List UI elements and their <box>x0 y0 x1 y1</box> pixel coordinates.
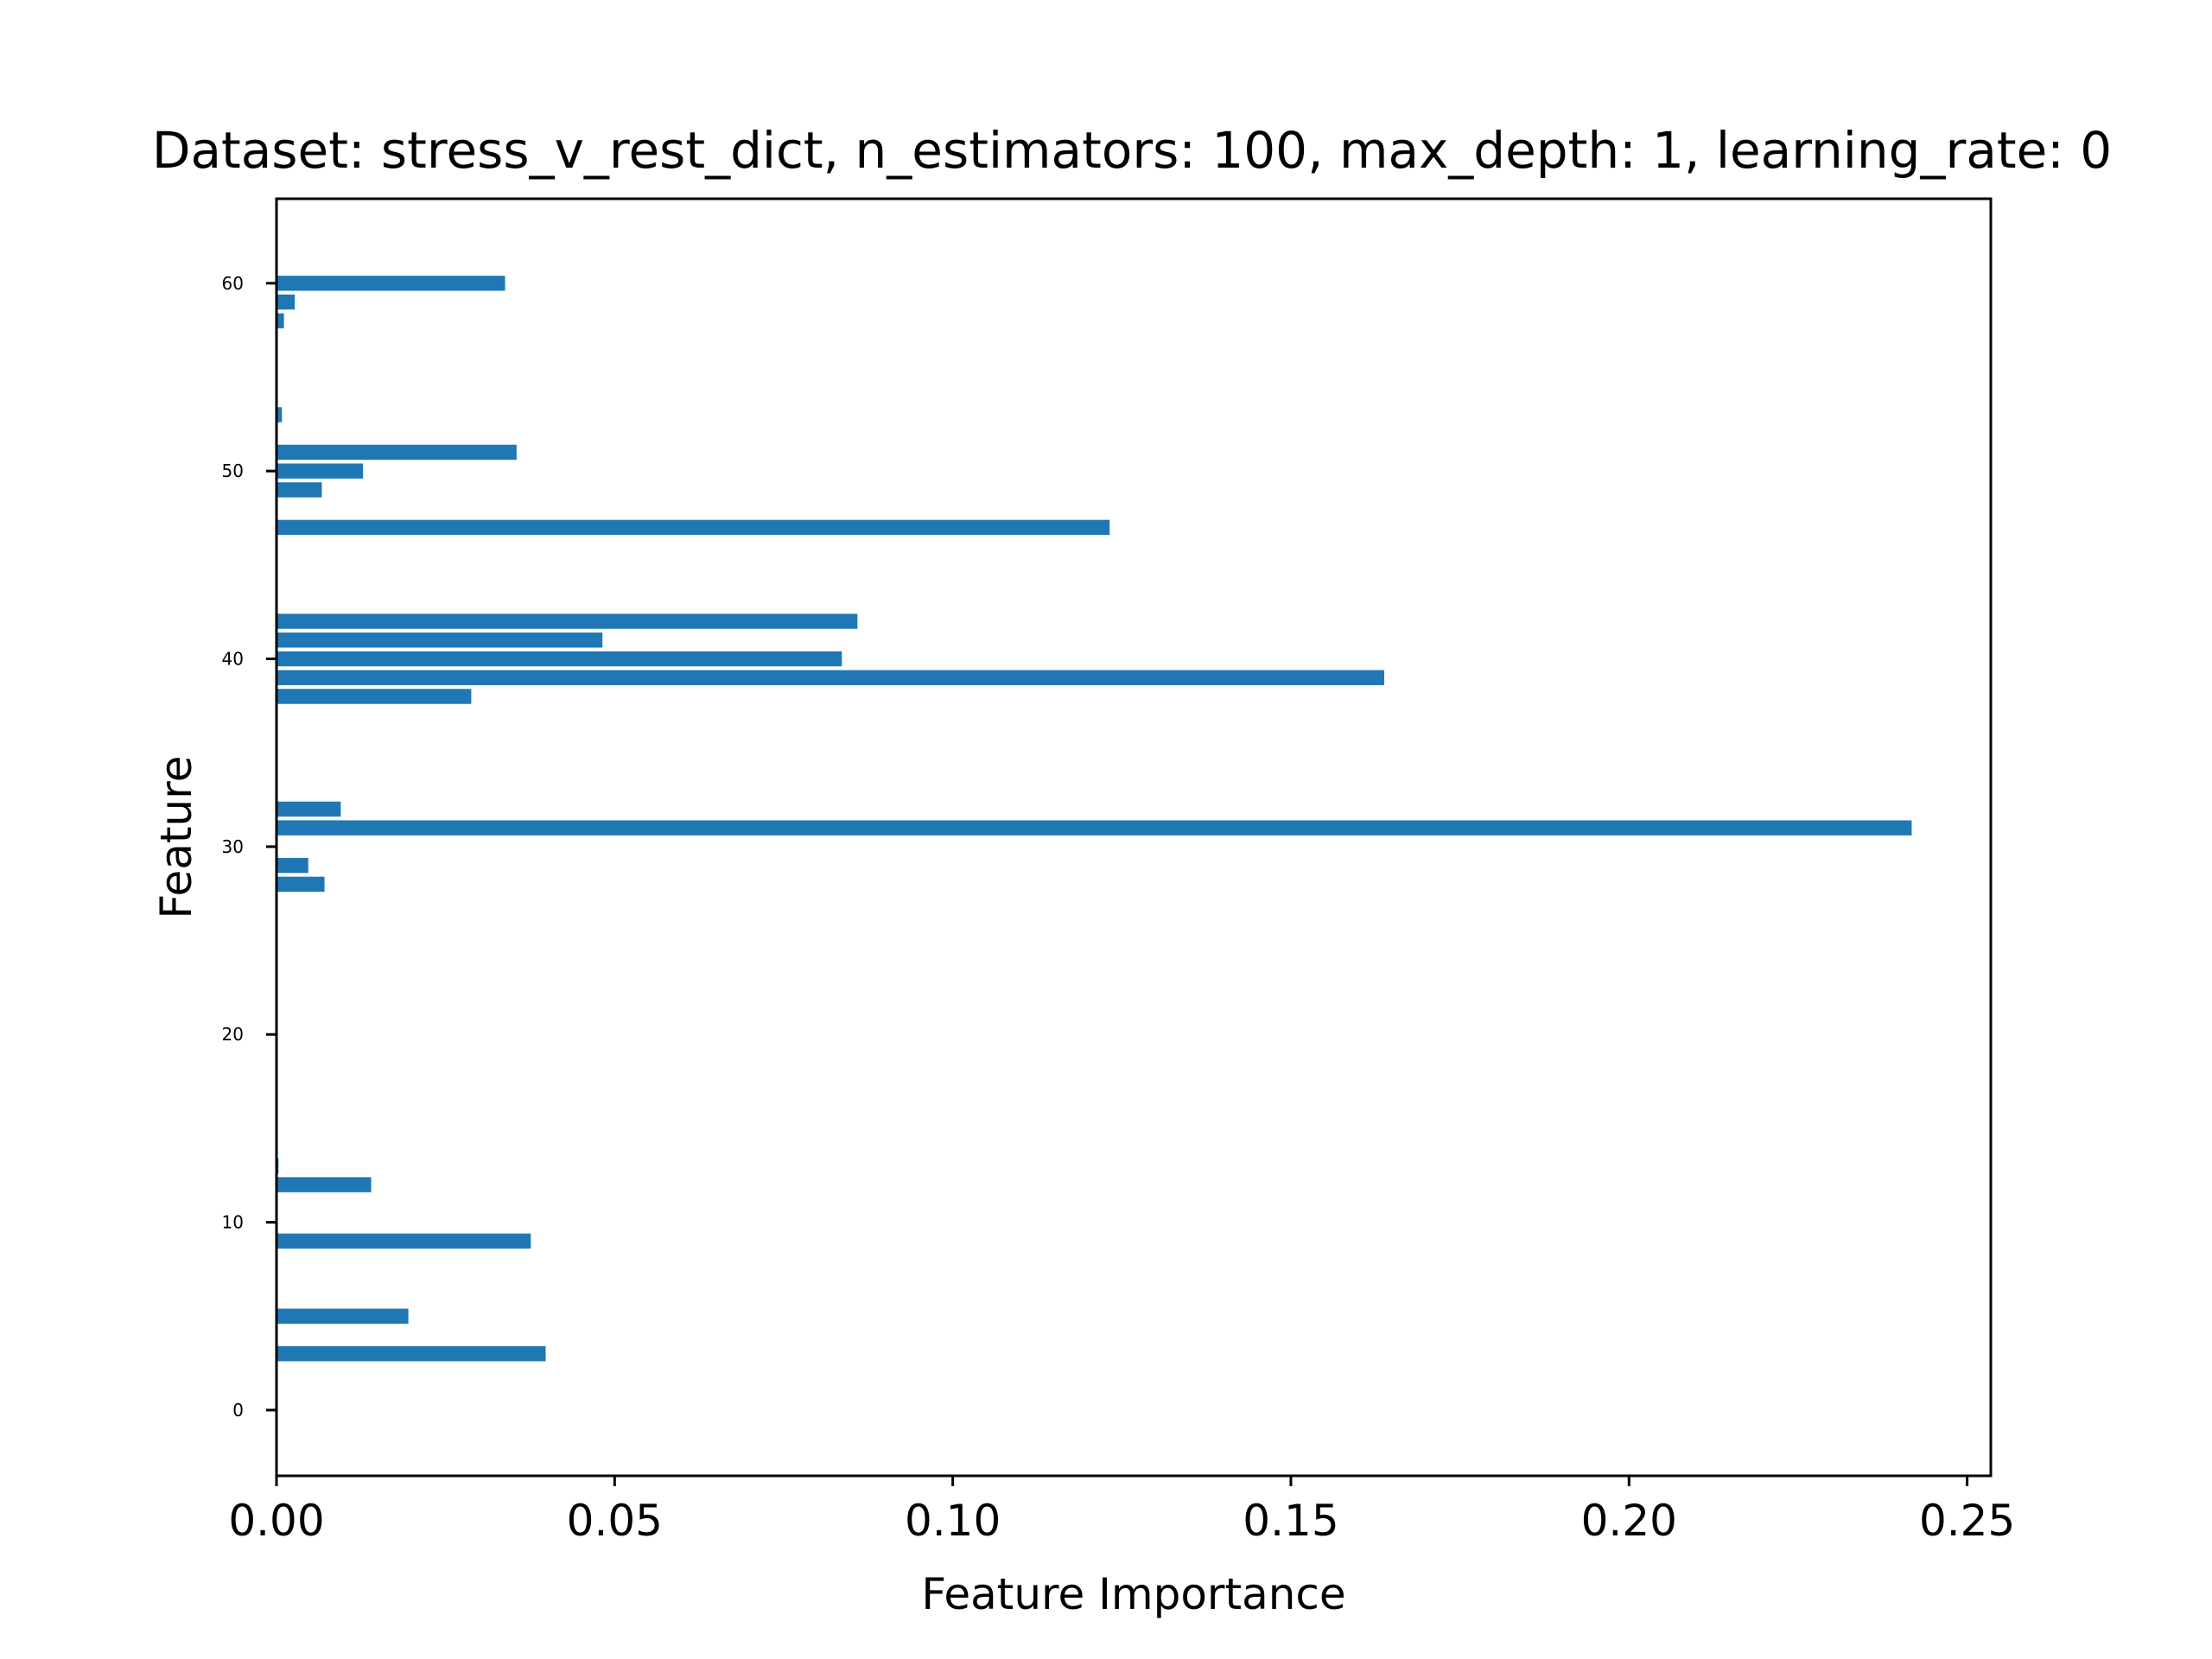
bar-feature-31 <box>276 820 1912 836</box>
bar-feature-60 <box>276 276 505 291</box>
bar-feature-41 <box>276 632 603 648</box>
bar-feature-47 <box>276 519 1110 536</box>
y-axis: 0 10 20 30 40 50 60 <box>222 273 276 1421</box>
bar-feature-32 <box>276 801 341 817</box>
x-tick-label: 0.05 <box>567 1496 663 1546</box>
bar-feature-28 <box>276 876 325 893</box>
x-tick-label: 0.10 <box>905 1496 1001 1546</box>
x-tick-label: 0.15 <box>1243 1496 1338 1546</box>
x-tick-label: 0.20 <box>1581 1496 1677 1546</box>
y-tick-label: 50 <box>222 461 244 481</box>
x-tick-label: 0.25 <box>1919 1496 2015 1546</box>
bars-layer <box>276 276 1912 1362</box>
bar-feature-53 <box>276 407 283 423</box>
y-tick-label: 10 <box>222 1212 244 1233</box>
bar-feature-59 <box>276 294 296 310</box>
y-tick-label: 40 <box>222 649 244 670</box>
bar-feature-40 <box>276 651 842 667</box>
x-axis: 0.00 0.05 0.10 0.15 0.20 0.25 <box>228 1476 2015 1546</box>
bar-feature-9 <box>276 1233 531 1249</box>
bar-feature-39 <box>276 670 1384 685</box>
x-tick-label: 0.00 <box>228 1496 324 1546</box>
bar-feature-49 <box>276 482 322 498</box>
bar-feature-12 <box>276 1177 372 1192</box>
bar-feature-29 <box>276 857 308 874</box>
y-tick-label: 30 <box>222 836 244 857</box>
x-axis-label: Feature Importance <box>921 1569 1345 1619</box>
y-tick-label: 0 <box>232 1400 244 1421</box>
chart-title: Dataset: stress_v_rest_dict, n_estimator… <box>152 121 2112 180</box>
y-axis-label: Feature <box>151 756 201 919</box>
bar-feature-3 <box>276 1346 546 1362</box>
bar-feature-38 <box>276 689 472 704</box>
bar-feature-51 <box>276 444 517 461</box>
bar-feature-50 <box>276 463 364 479</box>
y-tick-label: 20 <box>222 1024 244 1045</box>
bar-feature-58 <box>276 313 284 328</box>
y-tick-label: 60 <box>222 273 244 294</box>
bar-feature-42 <box>276 613 858 629</box>
bar-feature-5 <box>276 1308 409 1324</box>
plot-frame <box>275 197 1993 1478</box>
